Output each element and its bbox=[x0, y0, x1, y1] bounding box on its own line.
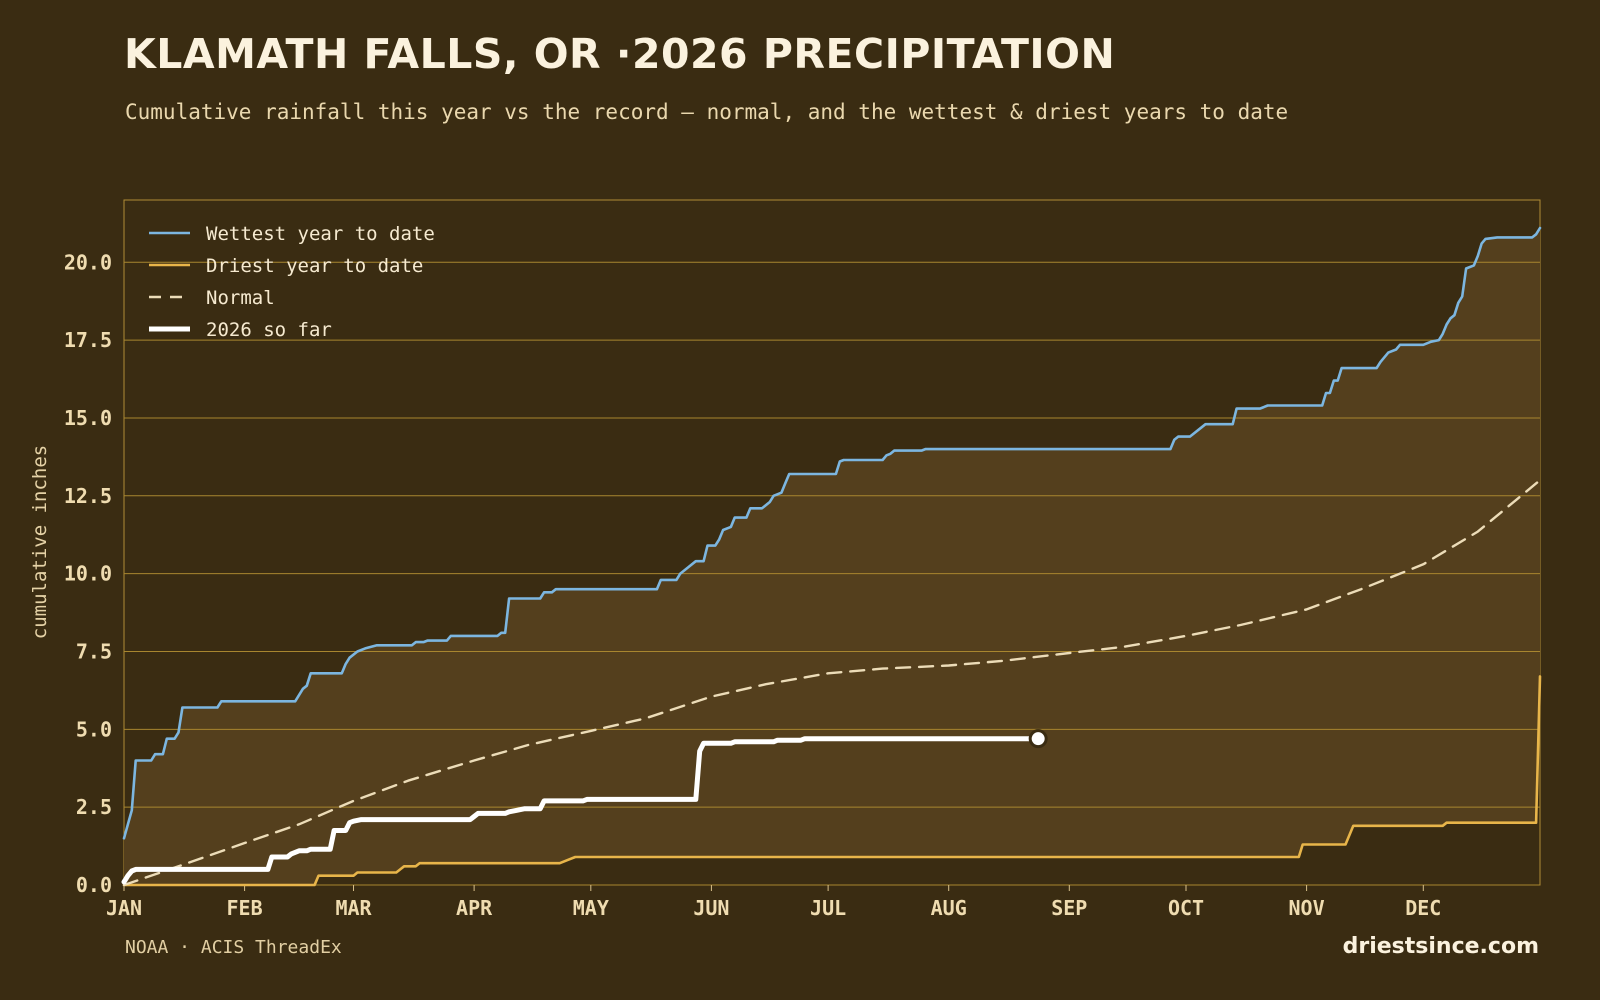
x-tick-label: JUN bbox=[693, 896, 729, 920]
y-tick-label: 7.5 bbox=[76, 639, 112, 663]
wettest-line bbox=[122, 226, 1542, 840]
x-tick-label: MAR bbox=[335, 896, 372, 920]
current-year-line bbox=[121, 736, 1041, 885]
current-year-marker bbox=[1028, 729, 1048, 749]
y-axis-ticks: 0.0 2.5 5.0 7.5 10.0 12.5 15.0 17.5 20.0 bbox=[64, 250, 112, 897]
legend-label: 2026 so far bbox=[206, 319, 332, 341]
y-tick-label: 10.0 bbox=[64, 562, 112, 586]
series-lines bbox=[121, 226, 1542, 887]
legend: Wettest year to date Driest year to date N… bbox=[149, 223, 435, 341]
record-range-band bbox=[124, 228, 1540, 885]
x-tick-label: DEC bbox=[1405, 896, 1441, 920]
x-axis-ticks: JAN FEB MAR APR MAY JUN JUL AUG SEP OCT NOV DEC bbox=[106, 885, 1441, 920]
gridlines bbox=[124, 261, 1540, 886]
chart-title: KLAMATH FALLS, OR ·2026 PRECIPITATION bbox=[124, 30, 1116, 78]
y-tick-label: 17.5 bbox=[64, 328, 112, 352]
legend-label: Driest year to date bbox=[206, 255, 423, 277]
x-tick-label: OCT bbox=[1168, 896, 1204, 920]
driest-line bbox=[122, 675, 1542, 887]
x-tick-label: APR bbox=[456, 896, 493, 920]
y-tick-label: 2.5 bbox=[76, 795, 112, 819]
y-tick-label: 15.0 bbox=[64, 406, 112, 430]
y-tick-label: 20.0 bbox=[64, 250, 112, 274]
brand-link[interactable]: driestsince.com bbox=[1342, 934, 1539, 959]
legend-label: Wettest year to date bbox=[206, 223, 435, 245]
x-tick-label: JAN bbox=[106, 896, 142, 920]
x-tick-label: AUG bbox=[931, 896, 967, 920]
x-tick-label: NOV bbox=[1289, 896, 1325, 920]
y-tick-label: 0.0 bbox=[76, 873, 112, 897]
chart-subtitle: Cumulative rainfall this year vs the rec… bbox=[125, 100, 1289, 124]
legend-label: Normal bbox=[206, 287, 275, 309]
y-axis-label: cumulative inches bbox=[29, 445, 51, 639]
x-tick-label: FEB bbox=[227, 896, 263, 920]
y-tick-label: 12.5 bbox=[64, 484, 112, 508]
x-tick-label: JUL bbox=[810, 896, 846, 920]
x-tick-label: MAY bbox=[573, 896, 609, 920]
y-tick-label: 5.0 bbox=[76, 717, 112, 741]
normal-line bbox=[122, 479, 1542, 887]
x-tick-label: SEP bbox=[1051, 896, 1087, 920]
data-source: NOAA · ACIS ThreadEx bbox=[125, 937, 342, 958]
